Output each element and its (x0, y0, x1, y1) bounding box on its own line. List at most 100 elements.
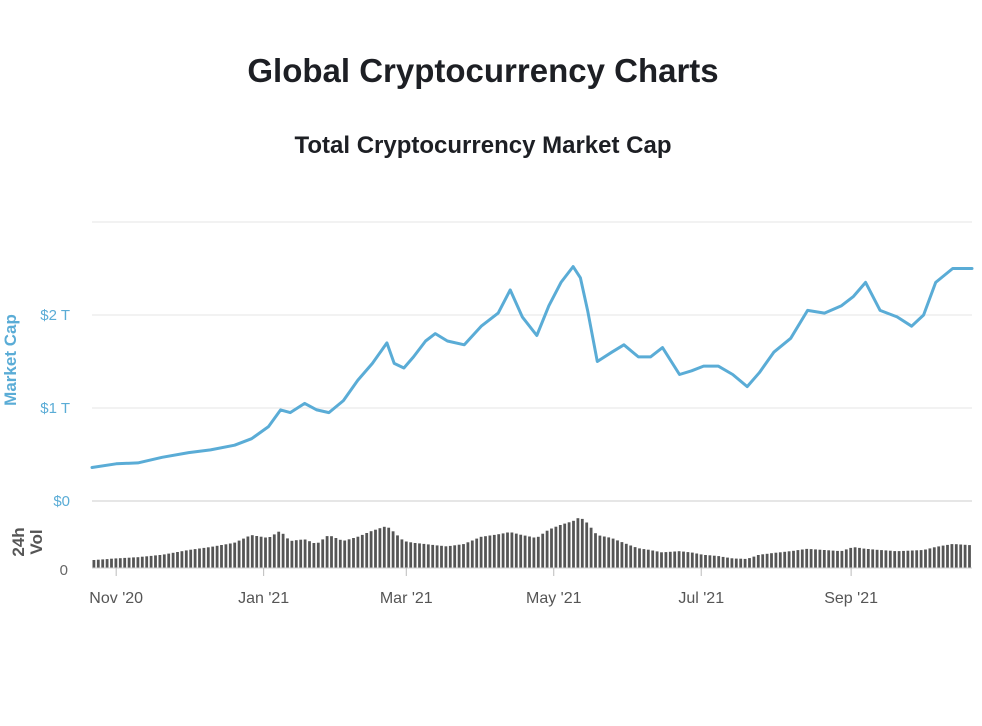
volume-bar (453, 545, 457, 568)
volume-bar (660, 552, 663, 568)
volume-bar (316, 542, 320, 568)
volume-bar (558, 525, 562, 568)
volume-bar (356, 536, 360, 568)
volume-bar (765, 553, 769, 568)
volume-bar (536, 536, 540, 568)
volume-bar (941, 545, 945, 568)
volume-bar (629, 545, 633, 568)
volume-bar (378, 528, 382, 568)
volume-bar (532, 537, 536, 568)
volume-bar (602, 536, 606, 568)
volume-bar (352, 538, 355, 568)
volume-bar (959, 544, 963, 568)
volume-bar (607, 537, 611, 568)
volume-bar (594, 533, 597, 568)
volume-bar (853, 547, 857, 568)
x-tick-label: Jan '21 (238, 590, 289, 607)
volume-bar (510, 532, 514, 568)
volume-bar (792, 550, 795, 568)
volume-bar (501, 533, 505, 568)
volume-bar (673, 551, 677, 568)
volume-bar (902, 550, 905, 568)
volume-bar (563, 523, 567, 568)
volume-bar (312, 543, 316, 568)
volume-bar (743, 558, 747, 568)
volume-bar (677, 551, 681, 568)
volume-bar (699, 554, 703, 568)
volume-bar (193, 549, 197, 568)
volume-bar (286, 538, 289, 568)
volume-bar (228, 543, 232, 568)
volume-bar (215, 545, 219, 568)
volume-bar (954, 544, 958, 568)
volume-bar (937, 546, 941, 568)
volume-bar (638, 548, 641, 568)
page-title: Global Cryptocurrency Charts (247, 52, 719, 89)
volume-bar (92, 560, 96, 568)
volume-bar (299, 539, 303, 568)
volume-bar (739, 558, 743, 568)
volume-bar (272, 534, 276, 568)
volume-bar (347, 539, 351, 568)
volume-ticks: 0 (60, 562, 68, 579)
volume-bar (651, 550, 655, 568)
volume-bar (831, 550, 835, 568)
volume-bar (787, 551, 791, 568)
x-tick-label: Nov '20 (89, 590, 143, 607)
volume-bar (708, 555, 712, 568)
volume-bar (484, 536, 487, 568)
volume-bar (646, 549, 650, 568)
volume-bar (466, 542, 470, 568)
volume-bar (374, 529, 377, 568)
volume-bar (105, 559, 109, 568)
volume-bar (492, 534, 496, 568)
volume-bar (888, 550, 892, 568)
volume-bar (717, 556, 721, 568)
volume-bar (704, 555, 707, 568)
volume-bar (277, 531, 281, 568)
volume-bar (220, 545, 223, 568)
volume-bar (391, 531, 395, 568)
volume-bar (330, 536, 333, 568)
volume-bar (519, 534, 523, 568)
y-tick-label: $2 T (40, 307, 70, 324)
volume-bar (800, 549, 804, 568)
volume-bar (462, 544, 465, 568)
volume-bar (822, 550, 826, 568)
volume-bar (396, 535, 399, 568)
volume-bar (796, 550, 800, 568)
volume-bar (598, 535, 602, 568)
volume-bar (946, 544, 949, 568)
volume-bar (950, 544, 954, 568)
volume-bar (382, 526, 386, 568)
volume-bar (457, 544, 461, 568)
volume-bar (968, 545, 971, 568)
volume-bar (246, 536, 250, 568)
volume-bar (264, 537, 267, 568)
volume-bar (616, 540, 619, 568)
volume-bar (778, 552, 782, 568)
volume-bar (686, 552, 690, 568)
volume-bar (734, 558, 738, 568)
volume-bar (176, 552, 179, 568)
volume-bar (585, 522, 589, 568)
volume-bar (180, 551, 184, 568)
volume-bar (404, 541, 408, 568)
volume-bar (655, 551, 659, 568)
volume-bar (479, 536, 483, 568)
volume-bar (426, 544, 430, 568)
volume-bar (114, 558, 118, 568)
volume-bar (774, 552, 778, 568)
volume-bar (783, 551, 787, 568)
volume-bar (550, 528, 553, 568)
volume-bar (576, 518, 580, 568)
volume-bar (871, 549, 875, 568)
volume-bar (514, 533, 518, 568)
volume-bar (162, 554, 166, 568)
gridlines (92, 221, 972, 502)
volume-bar (545, 530, 549, 568)
volume-bar (308, 541, 311, 568)
volume-bar (506, 532, 509, 568)
volume-bar (528, 536, 531, 568)
market-cap-line (90, 265, 974, 469)
